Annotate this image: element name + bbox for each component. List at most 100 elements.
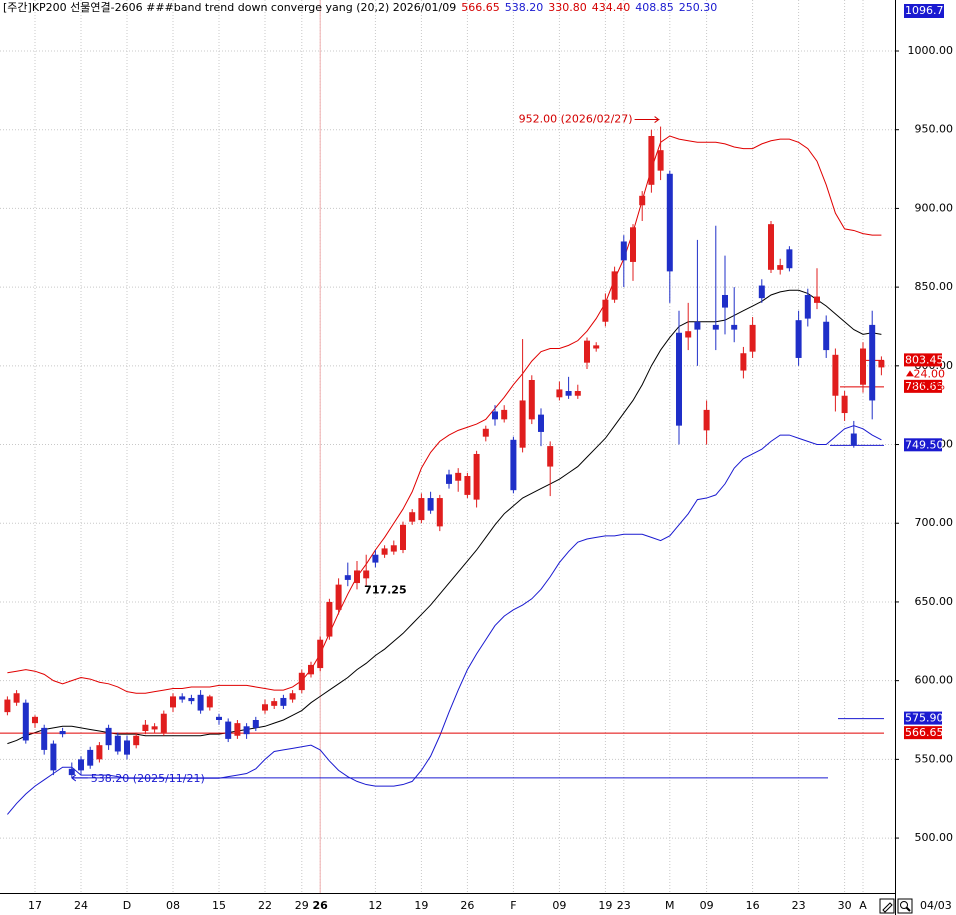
candle-body <box>602 299 609 322</box>
candle-body <box>841 395 848 414</box>
level-label: 749.50 <box>905 438 944 451</box>
y-tick-label: 500.00 <box>915 831 954 844</box>
candle-body <box>160 713 167 733</box>
candle-body <box>363 570 370 579</box>
candle-body <box>501 409 508 420</box>
level-label-box <box>904 438 942 452</box>
candle-body <box>611 271 618 300</box>
x-tick-label: F <box>510 899 516 912</box>
change-pct: 3.08% <box>910 379 945 392</box>
candle-body <box>262 704 268 711</box>
candle-body <box>243 726 250 735</box>
magnifier-handle <box>905 906 911 912</box>
candle-body <box>344 575 351 580</box>
level-note: 538.20 (2025/11/21) <box>91 772 205 785</box>
level-label-box <box>904 353 942 367</box>
candle-body <box>795 320 802 358</box>
header-value: 434.40 <box>592 1 631 14</box>
candle-body <box>197 694 204 711</box>
candle-body <box>105 727 112 746</box>
candle-body <box>556 389 563 398</box>
candle-body <box>473 453 480 500</box>
candle-body <box>482 428 489 437</box>
y-tick-label: 950.00 <box>915 123 954 136</box>
up-triangle <box>906 370 914 377</box>
candle-body <box>96 745 103 760</box>
y-tick-label: 1000.00 <box>908 44 954 57</box>
candle-body <box>878 360 885 368</box>
high-note: 952.00 (2026/02/27) <box>519 113 633 126</box>
candle-body <box>298 672 305 691</box>
header-value: 408.85 <box>635 1 674 14</box>
last-date: 04/03 <box>920 899 952 912</box>
candle-body <box>206 696 213 708</box>
band-line <box>7 135 882 694</box>
candle-body <box>703 409 710 431</box>
level-label-box <box>904 379 942 393</box>
candle-body <box>869 324 876 401</box>
level-label-box <box>904 726 942 740</box>
candle-body <box>32 716 38 724</box>
x-tick-label: 30 <box>838 899 852 912</box>
candle-body <box>390 545 397 552</box>
x-tick-label: A <box>859 899 867 912</box>
candle-body <box>676 332 682 426</box>
x-tick-label: 29 <box>295 899 309 912</box>
note-arrow <box>634 116 661 123</box>
candle-body <box>786 249 793 269</box>
candle-body <box>354 570 360 584</box>
candle-body <box>538 414 544 432</box>
candle-body <box>593 345 600 349</box>
candle-body <box>326 601 333 637</box>
candle-body <box>289 693 296 700</box>
candle-body <box>151 726 158 730</box>
candle-body <box>768 224 774 270</box>
x-tick-label: 08 <box>166 899 180 912</box>
change: 24.00 <box>914 367 946 380</box>
candle-body <box>584 340 590 363</box>
x-tick-label: 19 <box>598 899 612 912</box>
candle-body <box>814 296 820 303</box>
level-label: 786.65 <box>905 380 944 393</box>
candle-body <box>280 697 287 706</box>
header-title: [주간]KP200 선물연결-2606 ###band trend down c… <box>3 1 456 14</box>
overlays <box>0 135 884 815</box>
candle-body <box>271 701 278 706</box>
x-tick-label: 23 <box>792 899 806 912</box>
candle-body <box>685 331 692 338</box>
candle-body <box>409 512 416 522</box>
candle-body <box>234 723 241 736</box>
candle-body <box>427 498 434 511</box>
pencil-icon <box>882 902 893 913</box>
grid <box>0 0 899 893</box>
top-label-box <box>904 4 944 18</box>
x-tick-label: 23 <box>617 899 631 912</box>
y-tick-label: 900.00 <box>915 201 954 214</box>
level-label: 566.65 <box>905 726 944 739</box>
candle-body <box>740 353 747 371</box>
x-tick-label: 24 <box>74 899 88 912</box>
candle-body <box>252 720 259 728</box>
candle-body <box>574 391 581 396</box>
candle-body <box>133 735 140 746</box>
candle-body <box>832 354 839 396</box>
candle-body <box>712 324 719 330</box>
magnifier-icon <box>900 901 908 909</box>
candle-body <box>179 696 186 700</box>
header-value: 330.80 <box>548 1 587 14</box>
candle-body <box>455 472 462 481</box>
candle-body <box>464 476 471 495</box>
candle-body <box>620 241 627 261</box>
candle-body <box>308 664 314 675</box>
candle-body <box>50 743 57 771</box>
header-value: 250.30 <box>679 1 718 14</box>
y-tick-label: 550.00 <box>915 752 954 765</box>
y-tick-label: 850.00 <box>915 280 954 293</box>
candle-body <box>528 379 535 420</box>
candle-body <box>87 749 94 766</box>
x-tick-label: 22 <box>258 899 272 912</box>
x-tick-label: 17 <box>28 899 42 912</box>
candle-body <box>547 446 554 467</box>
toolbar[interactable] <box>879 898 913 914</box>
